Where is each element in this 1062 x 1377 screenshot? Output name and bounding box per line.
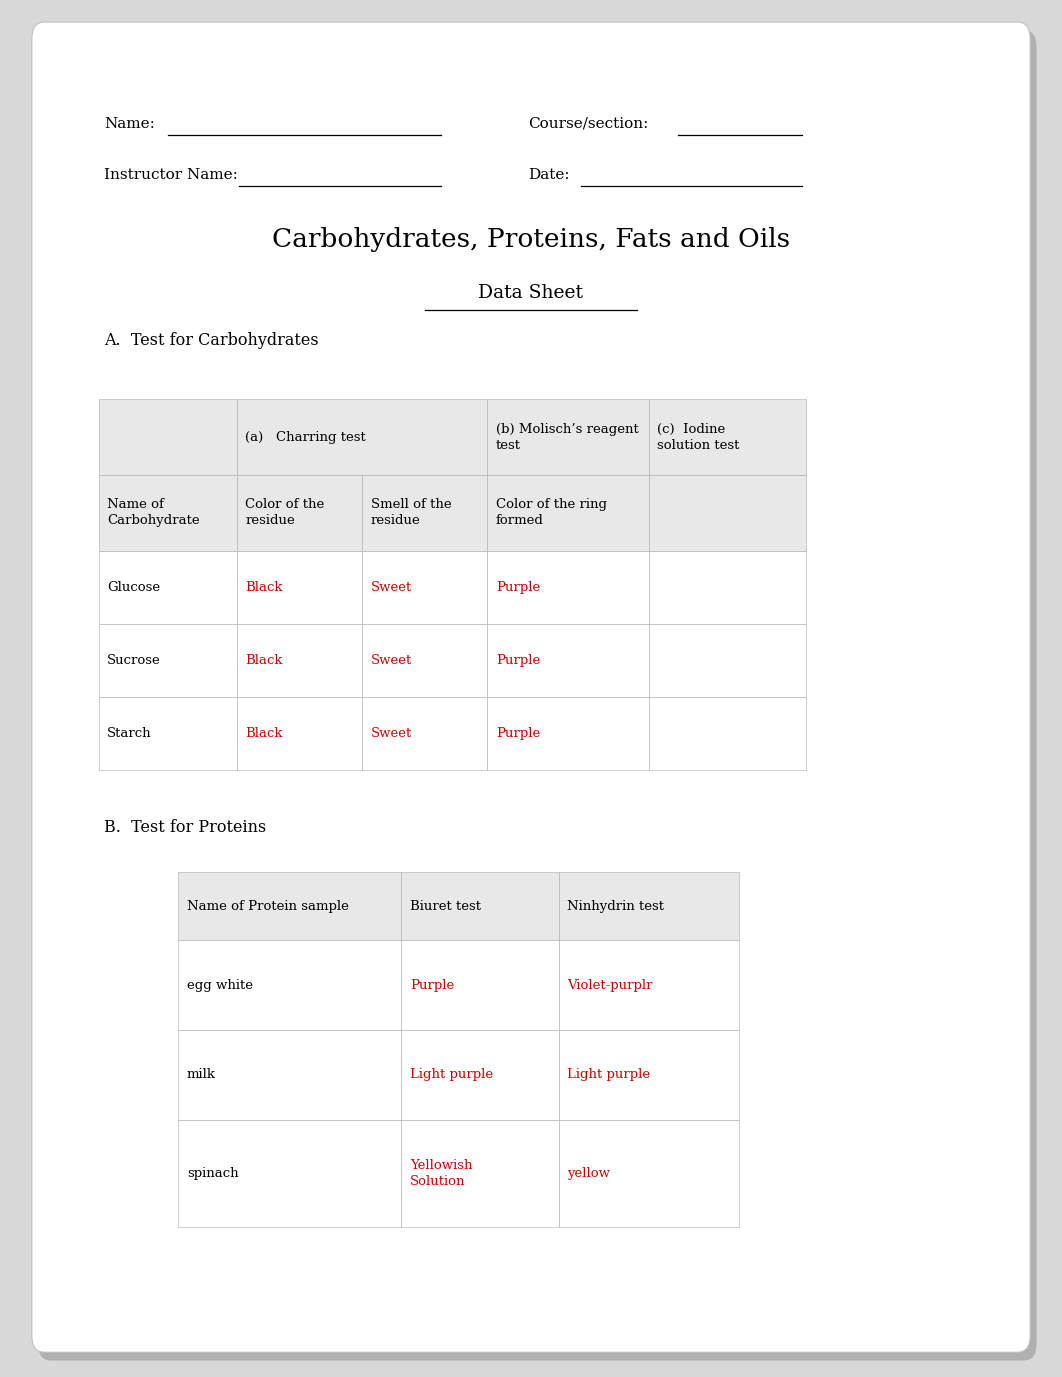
Bar bbox=[487, 697, 649, 770]
Bar bbox=[649, 551, 806, 624]
Bar bbox=[487, 624, 649, 697]
FancyBboxPatch shape bbox=[32, 22, 1030, 1352]
Text: Light purple: Light purple bbox=[567, 1069, 650, 1081]
Text: Data Sheet: Data Sheet bbox=[479, 284, 583, 303]
Bar bbox=[487, 551, 649, 624]
Bar bbox=[178, 940, 401, 1030]
Text: egg white: egg white bbox=[187, 979, 253, 991]
Text: Name of
Carbohydrate: Name of Carbohydrate bbox=[107, 498, 200, 527]
Bar bbox=[649, 624, 806, 697]
Bar bbox=[649, 399, 806, 475]
Text: (a)   Charring test: (a) Charring test bbox=[245, 431, 366, 443]
Bar bbox=[362, 475, 487, 551]
Bar bbox=[99, 697, 237, 770]
Text: Black: Black bbox=[245, 581, 282, 593]
Text: Course/section:: Course/section: bbox=[528, 117, 648, 131]
Text: Purple: Purple bbox=[410, 979, 455, 991]
Bar bbox=[401, 1030, 559, 1120]
Text: A.  Test for Carbohydrates: A. Test for Carbohydrates bbox=[104, 332, 319, 348]
Text: Purple: Purple bbox=[496, 654, 541, 666]
Text: Smell of the
residue: Smell of the residue bbox=[371, 498, 451, 527]
Bar bbox=[99, 475, 237, 551]
Bar bbox=[362, 624, 487, 697]
Bar bbox=[487, 475, 649, 551]
Text: Yellowish
Solution: Yellowish Solution bbox=[410, 1158, 473, 1188]
Text: Glucose: Glucose bbox=[107, 581, 160, 593]
Text: Light purple: Light purple bbox=[410, 1069, 493, 1081]
FancyBboxPatch shape bbox=[38, 30, 1037, 1360]
Bar bbox=[559, 1120, 739, 1227]
Text: Purple: Purple bbox=[496, 727, 541, 739]
Bar bbox=[559, 1030, 739, 1120]
Bar bbox=[401, 872, 559, 940]
Bar bbox=[99, 624, 237, 697]
Text: B.  Test for Proteins: B. Test for Proteins bbox=[104, 819, 267, 836]
Bar bbox=[649, 475, 806, 551]
Text: Violet-purplr: Violet-purplr bbox=[567, 979, 653, 991]
Bar bbox=[487, 399, 649, 475]
Text: milk: milk bbox=[187, 1069, 216, 1081]
Text: Name:: Name: bbox=[104, 117, 155, 131]
Text: (c)  Iodine
solution test: (c) Iodine solution test bbox=[657, 423, 740, 452]
Text: spinach: spinach bbox=[187, 1166, 239, 1180]
Text: Sweet: Sweet bbox=[371, 581, 412, 593]
Text: Ninhydrin test: Ninhydrin test bbox=[567, 899, 664, 913]
Text: Starch: Starch bbox=[107, 727, 152, 739]
Text: Biuret test: Biuret test bbox=[410, 899, 481, 913]
Bar bbox=[237, 697, 362, 770]
Bar bbox=[237, 624, 362, 697]
Text: Name of Protein sample: Name of Protein sample bbox=[187, 899, 348, 913]
Text: Color of the
residue: Color of the residue bbox=[245, 498, 325, 527]
Text: Color of the ring
formed: Color of the ring formed bbox=[496, 498, 607, 527]
Bar bbox=[178, 872, 401, 940]
Bar bbox=[99, 551, 237, 624]
Bar bbox=[178, 1120, 401, 1227]
Bar bbox=[99, 399, 237, 475]
Bar bbox=[362, 697, 487, 770]
Text: yellow: yellow bbox=[567, 1166, 610, 1180]
Bar bbox=[559, 872, 739, 940]
Bar bbox=[559, 940, 739, 1030]
Bar bbox=[401, 1120, 559, 1227]
Text: (b) Molisch’s reagent
test: (b) Molisch’s reagent test bbox=[496, 423, 638, 452]
Text: Instructor Name:: Instructor Name: bbox=[104, 168, 238, 182]
Text: Sucrose: Sucrose bbox=[107, 654, 161, 666]
Text: Purple: Purple bbox=[496, 581, 541, 593]
Text: Black: Black bbox=[245, 654, 282, 666]
Bar bbox=[237, 399, 487, 475]
Bar bbox=[237, 475, 362, 551]
Bar bbox=[649, 697, 806, 770]
Bar bbox=[178, 1030, 401, 1120]
Bar bbox=[401, 940, 559, 1030]
Text: Sweet: Sweet bbox=[371, 727, 412, 739]
Text: Sweet: Sweet bbox=[371, 654, 412, 666]
Bar bbox=[237, 551, 362, 624]
Text: Carbohydrates, Proteins, Fats and Oils: Carbohydrates, Proteins, Fats and Oils bbox=[272, 227, 790, 252]
Bar bbox=[362, 551, 487, 624]
Text: Black: Black bbox=[245, 727, 282, 739]
Text: Date:: Date: bbox=[528, 168, 569, 182]
